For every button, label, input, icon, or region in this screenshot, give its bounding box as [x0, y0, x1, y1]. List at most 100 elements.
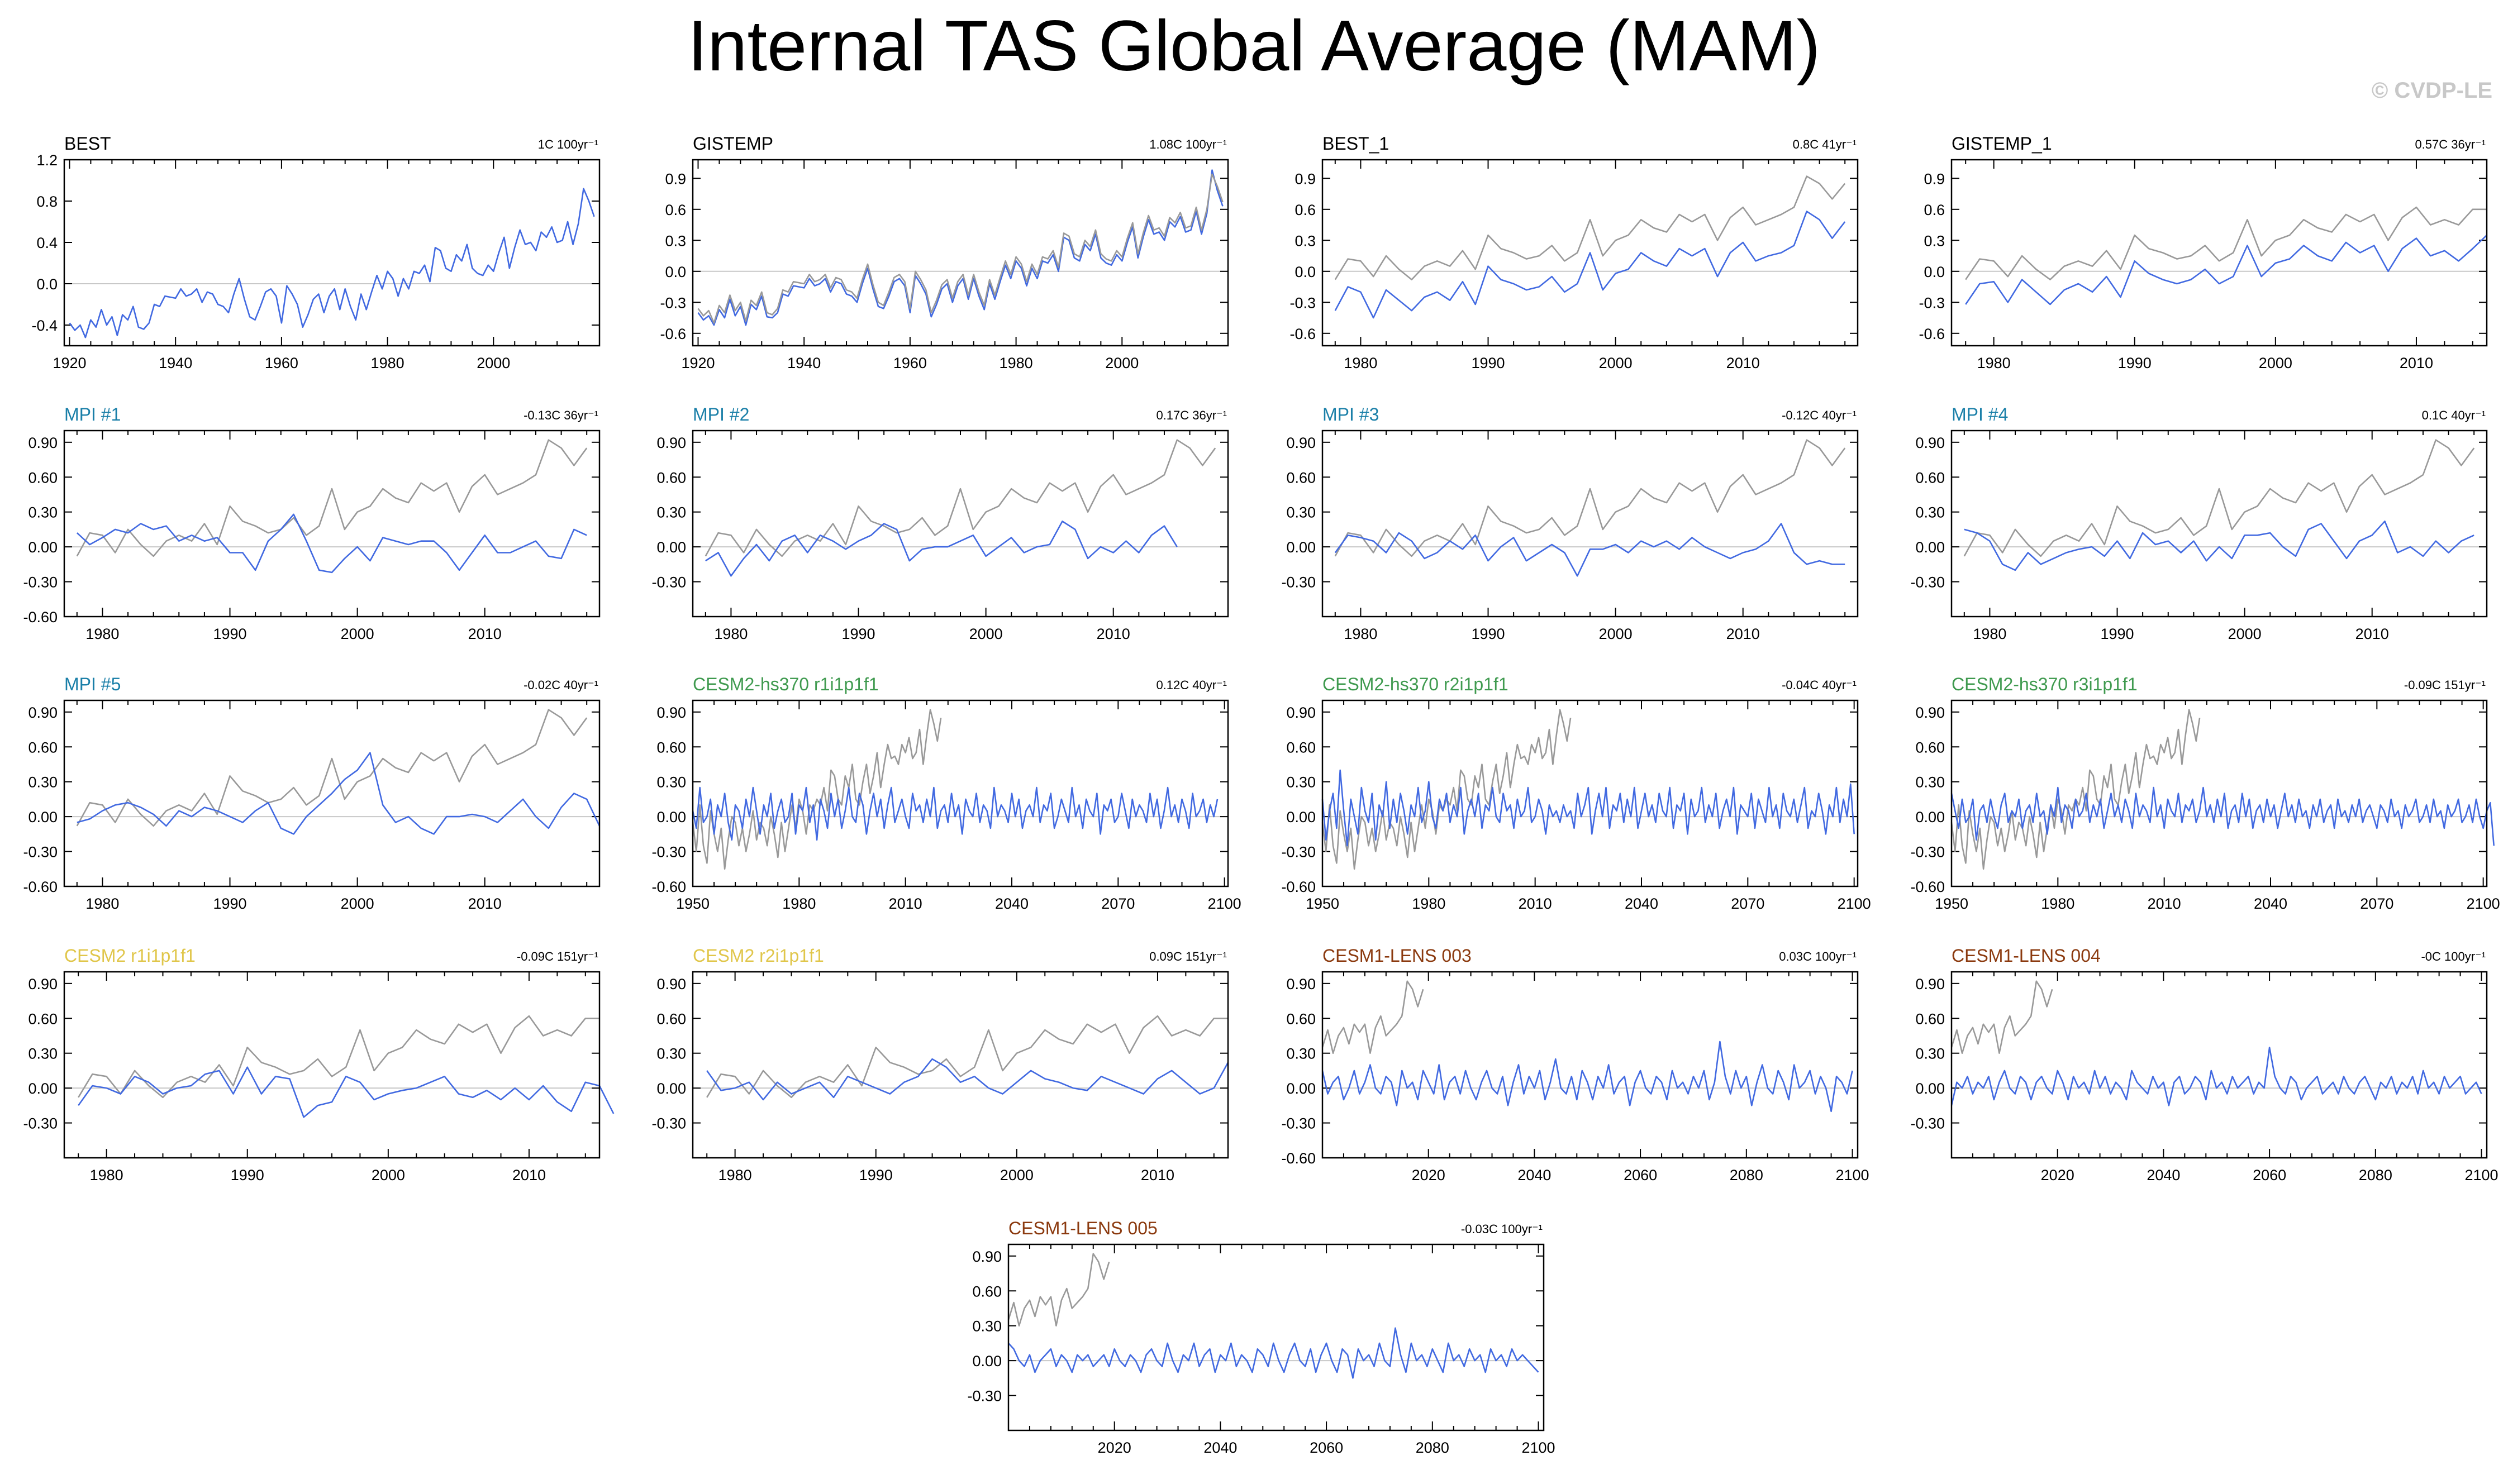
x-tick-label: 2010: [1519, 895, 1552, 912]
x-tick-label: 2060: [1310, 1439, 1343, 1456]
model-series-line: [76, 513, 587, 574]
panel-title: CESM2-hs370 r1i1p1f1: [693, 674, 879, 694]
x-tick-label: 2100: [1208, 895, 1241, 912]
y-tick-label: 0.60: [656, 469, 686, 486]
y-tick-label: 0.00: [1915, 539, 1945, 556]
x-tick-label: 1980: [782, 895, 816, 912]
x-tick-label: 2040: [2147, 1167, 2180, 1184]
model-series-line: [706, 1058, 1229, 1101]
model-series-line: [1334, 523, 1845, 577]
panel-trend: 0.8C 41yr⁻¹: [1793, 137, 1857, 151]
y-tick-label: 0.60: [656, 1010, 686, 1027]
obs-series-line: [76, 439, 588, 557]
x-tick-label: 2100: [2464, 1167, 2498, 1184]
obs-series-line: [1007, 1253, 1110, 1326]
panel-trend: -0.09C 151yr⁻¹: [517, 949, 598, 963]
panel-title: GISTEMP: [693, 133, 773, 154]
x-tick-label: 2040: [1517, 1167, 1551, 1184]
y-tick-label: 0.90: [1286, 976, 1316, 992]
y-tick-label: -0.60: [23, 879, 58, 895]
y-tick-label: 0.9: [665, 170, 686, 187]
model-series-line: [1321, 769, 1855, 847]
panel-trend: 0.1C 40yr⁻¹: [2422, 408, 2486, 422]
model-series-line: [69, 188, 595, 338]
y-tick-label: 0.90: [1286, 435, 1316, 451]
y-tick-label: 0.60: [1286, 1010, 1316, 1027]
y-tick-label: -0.3: [1919, 294, 1945, 311]
y-tick-label: -0.4: [31, 317, 58, 334]
panel-title: MPI #3: [1322, 404, 1379, 424]
x-tick-label: 2010: [512, 1167, 546, 1184]
x-tick-label: 1950: [676, 895, 710, 912]
x-tick-label: 1950: [1306, 895, 1339, 912]
y-tick-label: 0.00: [28, 809, 58, 825]
x-tick-label: 2070: [1731, 895, 1764, 912]
plot-frame: [692, 430, 1229, 618]
y-tick-label: 0.30: [1286, 1046, 1316, 1062]
y-tick-label: 0.60: [656, 739, 686, 756]
x-tick-label: 1980: [1000, 355, 1033, 371]
x-tick-label: 1990: [2100, 626, 2134, 642]
plot-frame: [1950, 699, 2488, 887]
x-tick-label: 2040: [2254, 895, 2287, 912]
y-tick-label: 0.00: [28, 539, 58, 556]
model-series-line: [1321, 1041, 1853, 1113]
y-tick-label: 0.00: [656, 809, 686, 825]
y-tick-label: 0.60: [28, 1010, 58, 1027]
y-tick-label: 0.60: [28, 739, 58, 756]
x-tick-label: 2020: [1412, 1167, 1445, 1184]
plot-frame: [1950, 159, 2488, 347]
obs-series-line: [1963, 439, 2475, 557]
plot-frame: [1321, 430, 1859, 618]
x-tick-label: 2000: [372, 1167, 405, 1184]
plot-frame: [692, 159, 1229, 347]
x-tick-label: 2010: [1141, 1167, 1174, 1184]
y-tick-label: -0.30: [1281, 1115, 1316, 1132]
obs-series-line: [1950, 980, 2053, 1054]
x-tick-label: 2020: [2041, 1167, 2074, 1184]
x-tick-label: 2000: [969, 626, 1003, 642]
y-tick-label: 0.00: [656, 539, 686, 556]
y-tick-label: 0.90: [656, 704, 686, 721]
y-tick-label: 0.9: [1295, 170, 1316, 187]
obs-series-line: [706, 1015, 1228, 1099]
y-tick-label: 0.30: [1286, 504, 1316, 521]
plot-frame: [1950, 430, 2488, 618]
y-tick-label: 0.6: [665, 202, 686, 218]
x-tick-label: 1980: [718, 1167, 752, 1184]
obs-series-line: [1950, 709, 2201, 870]
y-tick-label: 0.90: [1915, 435, 1945, 451]
chart-panel: MPI #1 -0.13C 36yr⁻¹ -0.60 -0.30 0.00 0.30 0.6…: [23, 404, 601, 642]
x-tick-label: 2000: [341, 626, 374, 642]
panel-trend: 0.57C 36yr⁻¹: [2415, 137, 2486, 151]
y-tick-label: 0.3: [1924, 232, 1945, 249]
obs-series-line: [1321, 980, 1424, 1054]
plot-frame: [63, 971, 601, 1159]
chart-panel: MPI #2 0.17C 36yr⁻¹ -0.30 0.00 0.30 0.60 0.90 1…: [651, 404, 1229, 642]
y-tick-label: -0.60: [651, 879, 686, 895]
x-tick-label: 2010: [1726, 355, 1760, 371]
y-tick-label: -0.30: [967, 1388, 1002, 1405]
y-tick-label: 0.90: [1286, 704, 1316, 721]
chart-panel: MPI #4 0.1C 40yr⁻¹ -0.30 0.00 0.30 0.60 0.90 19…: [1910, 404, 2488, 642]
panel-title: CESM2 r2i1p1f1: [693, 946, 824, 966]
model-series-line: [1964, 520, 2474, 571]
chart-panel: MPI #5 -0.02C 40yr⁻¹ -0.60 -0.30 0.00 0.30 0.6…: [23, 674, 601, 912]
watermark: © CVDP-LE: [2371, 78, 2492, 103]
x-tick-label: 1980: [371, 355, 404, 371]
x-tick-label: 2010: [1097, 626, 1130, 642]
y-tick-label: -0.30: [1910, 844, 1945, 861]
y-tick-label: -0.60: [1281, 1150, 1316, 1167]
y-tick-label: 0.0: [1924, 264, 1945, 280]
x-tick-label: 2020: [1098, 1439, 1131, 1456]
panel-trend: -0.09C 151yr⁻¹: [2404, 678, 2486, 692]
chart-panel: CESM2 r1i1p1f1 -0.09C 151yr⁻¹ -0.30 0.00 0.3…: [23, 946, 615, 1184]
x-tick-label: 1980: [1973, 626, 2006, 642]
chart-panel: CESM2 r2i1p1f1 0.09C 151yr⁻¹ -0.30 0.00 0.30…: [651, 946, 1229, 1184]
x-tick-label: 2010: [1726, 626, 1760, 642]
y-tick-label: 0.90: [972, 1248, 1002, 1265]
chart-panel: CESM2-hs370 r2i1p1f1 -0.04C 40yr⁻¹ -0.60 -0…: [1281, 674, 1871, 912]
obs-series-line: [1334, 439, 1846, 557]
panel-title: CESM2 r1i1p1f1: [64, 946, 196, 966]
x-tick-label: 2080: [2359, 1167, 2392, 1184]
